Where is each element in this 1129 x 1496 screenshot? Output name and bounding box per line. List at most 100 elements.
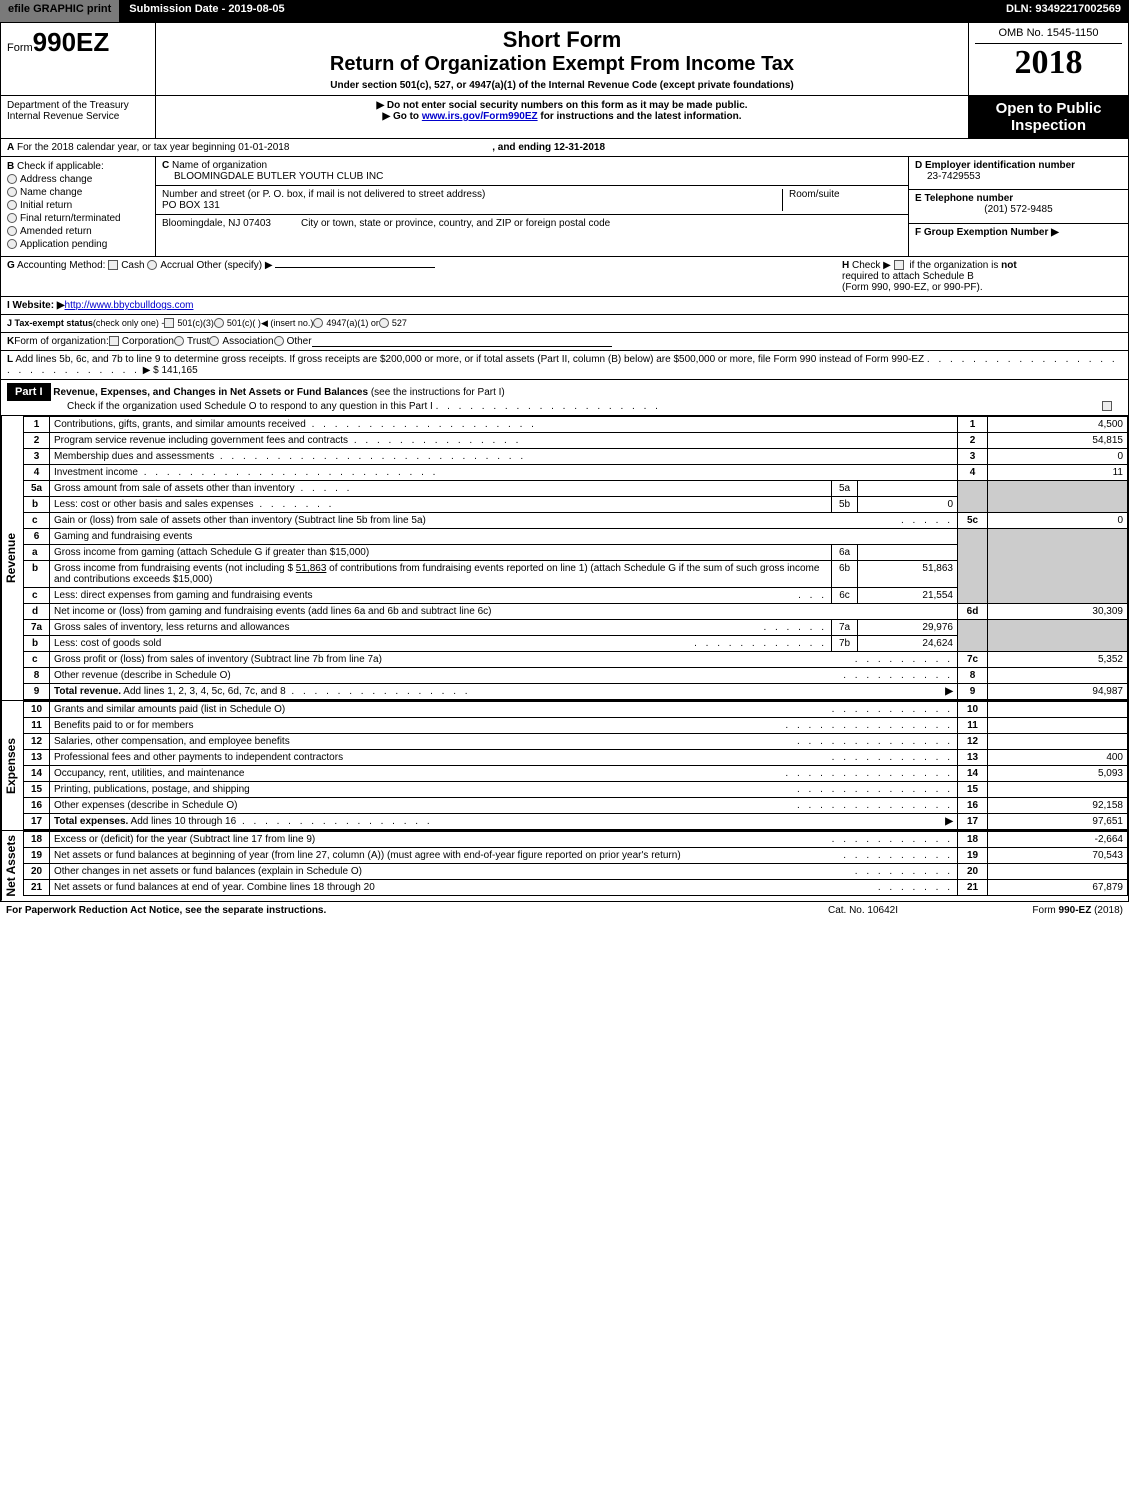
l-label: L (7, 354, 13, 365)
submission-date: Submission Date - 2019-08-05 (121, 0, 292, 22)
city-row: Bloomingdale, NJ 07403 City or town, sta… (156, 215, 908, 232)
subtitle: Under section 501(c), 527, or 4947(a)(1)… (162, 80, 962, 91)
other-specify-blank[interactable] (275, 267, 435, 268)
row-6d: d Net income or (loss) from gaming and f… (24, 604, 1128, 620)
phone-value: (201) 572-9485 (915, 204, 1122, 215)
i-label: I Website: ▶ (7, 300, 65, 311)
accounting-method: Accounting Method: (17, 260, 105, 271)
expenses-table: 10Grants and similar amounts paid (list … (23, 701, 1128, 830)
row-9: 9 Total revenue. Add lines 1, 2, 3, 4, 5… (24, 684, 1128, 700)
form-body: Form990EZ Short Form Return of Organizat… (0, 22, 1129, 902)
row-17: 17Total expenses. Add lines 10 through 1… (24, 814, 1128, 830)
po-box: PO BOX 131 (162, 200, 220, 211)
dln-number: DLN: 93492217002569 (998, 0, 1129, 22)
chk-trust[interactable] (174, 336, 184, 346)
dept-row: Department of the Treasury Internal Reve… (1, 96, 1128, 139)
row-7c: c Gross profit or (loss) from sales of i… (24, 652, 1128, 668)
notice-ssn: ▶ Do not enter social security numbers o… (162, 100, 962, 111)
part-1-title: Revenue, Expenses, and Changes in Net As… (53, 387, 368, 398)
check-if: Check if applicable: (17, 161, 104, 172)
h-text2: required to attach Schedule B (842, 271, 974, 282)
chk-final[interactable]: Final return/terminated (7, 213, 149, 224)
k-label: K (7, 336, 14, 347)
row-14: 14Occupancy, rent, utilities, and mainte… (24, 766, 1128, 782)
irs-link[interactable]: www.irs.gov/Form990EZ (422, 111, 538, 122)
c-label: C (162, 160, 169, 171)
row-16: 16Other expenses (describe in Schedule O… (24, 798, 1128, 814)
k-other-blank[interactable] (312, 336, 612, 347)
netassets-section: Net Assets 18Excess or (deficit) for the… (1, 831, 1128, 901)
form-number-cell: Form990EZ (1, 23, 156, 95)
revenue-sidebar: Revenue (1, 416, 23, 700)
chk-h[interactable] (894, 260, 904, 270)
chk-amended[interactable]: Amended return (7, 226, 149, 237)
other-specify: Other (specify) ▶ (196, 260, 272, 271)
city-label: City or town, state or province, country… (301, 218, 610, 229)
row-12: 12Salaries, other compensation, and empl… (24, 734, 1128, 750)
c-name-label: Name of organization (172, 160, 267, 171)
row-19: 19Net assets or fund balances at beginni… (24, 848, 1128, 864)
l-text: Add lines 5b, 6c, and 7b to line 9 to de… (15, 354, 924, 365)
footer-left: For Paperwork Reduction Act Notice, see … (6, 905, 763, 916)
row-4: 4 Investment income . . . . . . . . . . … (24, 465, 1128, 481)
line-a-text: For the 2018 calendar year, or tax year … (17, 142, 289, 153)
chk-initial[interactable]: Initial return (7, 200, 149, 211)
irs-label: Internal Revenue Service (7, 111, 149, 122)
form-prefix: Form (7, 42, 33, 54)
row-18: 18Excess or (deficit) for the year (Subt… (24, 832, 1128, 848)
footer-right: Form 990-EZ (2018) (963, 905, 1123, 916)
chk-schedule-o[interactable] (1102, 401, 1112, 411)
chk-assoc[interactable] (209, 336, 219, 346)
chk-addr-change[interactable]: Address change (7, 174, 149, 185)
row-5a: 5a Gross amount from sale of assets othe… (24, 481, 1128, 497)
short-form-title: Short Form (162, 27, 962, 53)
line-h-box: H Check ▶ if the organization is not req… (842, 260, 1122, 293)
header-right: OMB No. 1545-1150 2018 (968, 23, 1128, 95)
notice-cell: ▶ Do not enter social security numbers o… (156, 96, 968, 138)
d-label: D Employer identification number (915, 160, 1075, 171)
city-value: Bloomingdale, NJ 07403 (162, 218, 271, 229)
j-label: J Tax-exempt status (7, 318, 93, 329)
section-b-mid: C Name of organization BLOOMINGDALE BUTL… (156, 157, 908, 256)
row-20: 20Other changes in net assets or fund ba… (24, 864, 1128, 880)
chk-accrual[interactable] (147, 260, 157, 270)
line-i-row: I Website: ▶ http://www.bbycbulldogs.com (1, 297, 1128, 315)
chk-4947[interactable] (313, 318, 323, 328)
chk-501c3[interactable] (164, 318, 174, 328)
l-amount: ▶ $ 141,165 (143, 365, 198, 376)
row-5c: c Gain or (loss) from sale of assets oth… (24, 513, 1128, 529)
row-21: 21Net assets or fund balances at end of … (24, 880, 1128, 896)
insert-no: ◀ (insert no.) (261, 318, 313, 329)
ein-value: 23-7429553 (927, 171, 980, 182)
phone-cell: E Telephone number (201) 572-9485 (909, 190, 1128, 223)
addr-row: Number and street (or P. O. box, if mail… (156, 186, 908, 215)
g-label: G (7, 260, 15, 271)
e-label: E Telephone number (915, 193, 1013, 204)
chk-cash[interactable] (108, 260, 118, 270)
chk-corp[interactable] (109, 336, 119, 346)
group-exempt-cell: F Group Exemption Number ▶ (909, 224, 1128, 256)
line-a-label: A (7, 142, 14, 153)
chk-name-change[interactable]: Name change (7, 187, 149, 198)
website-link[interactable]: http://www.bbycbulldogs.com (65, 300, 194, 311)
org-name-row: C Name of organization BLOOMINGDALE BUTL… (156, 157, 908, 186)
topbar-spacer (293, 0, 998, 22)
efile-print-button[interactable]: efile GRAPHIC print (0, 0, 121, 22)
row-6: 6 Gaming and fundraising events (24, 529, 1128, 545)
chk-527[interactable] (379, 318, 389, 328)
j-note: (check only one) - (93, 318, 165, 329)
inspect-cell: Open to PublicInspection (968, 96, 1128, 138)
chk-pending[interactable]: Application pending (7, 239, 149, 250)
line-k-row: K Form of organization: Corporation Trus… (1, 333, 1128, 351)
topbar: efile GRAPHIC print Submission Date - 20… (0, 0, 1129, 22)
row-11: 11Benefits paid to or for members. . . .… (24, 718, 1128, 734)
chk-501c[interactable] (214, 318, 224, 328)
line-g-row: G Accounting Method: Cash Accrual Other … (1, 257, 1128, 297)
line-a: A For the 2018 calendar year, or tax yea… (1, 139, 1128, 157)
row-10: 10Grants and similar amounts paid (list … (24, 702, 1128, 718)
line-l-row: L Add lines 5b, 6c, and 7b to line 9 to … (1, 351, 1128, 380)
room-suite: Room/suite (782, 189, 902, 211)
chk-other[interactable] (274, 336, 284, 346)
expenses-section: Expenses 10Grants and similar amounts pa… (1, 701, 1128, 831)
h-label: H (842, 260, 849, 271)
